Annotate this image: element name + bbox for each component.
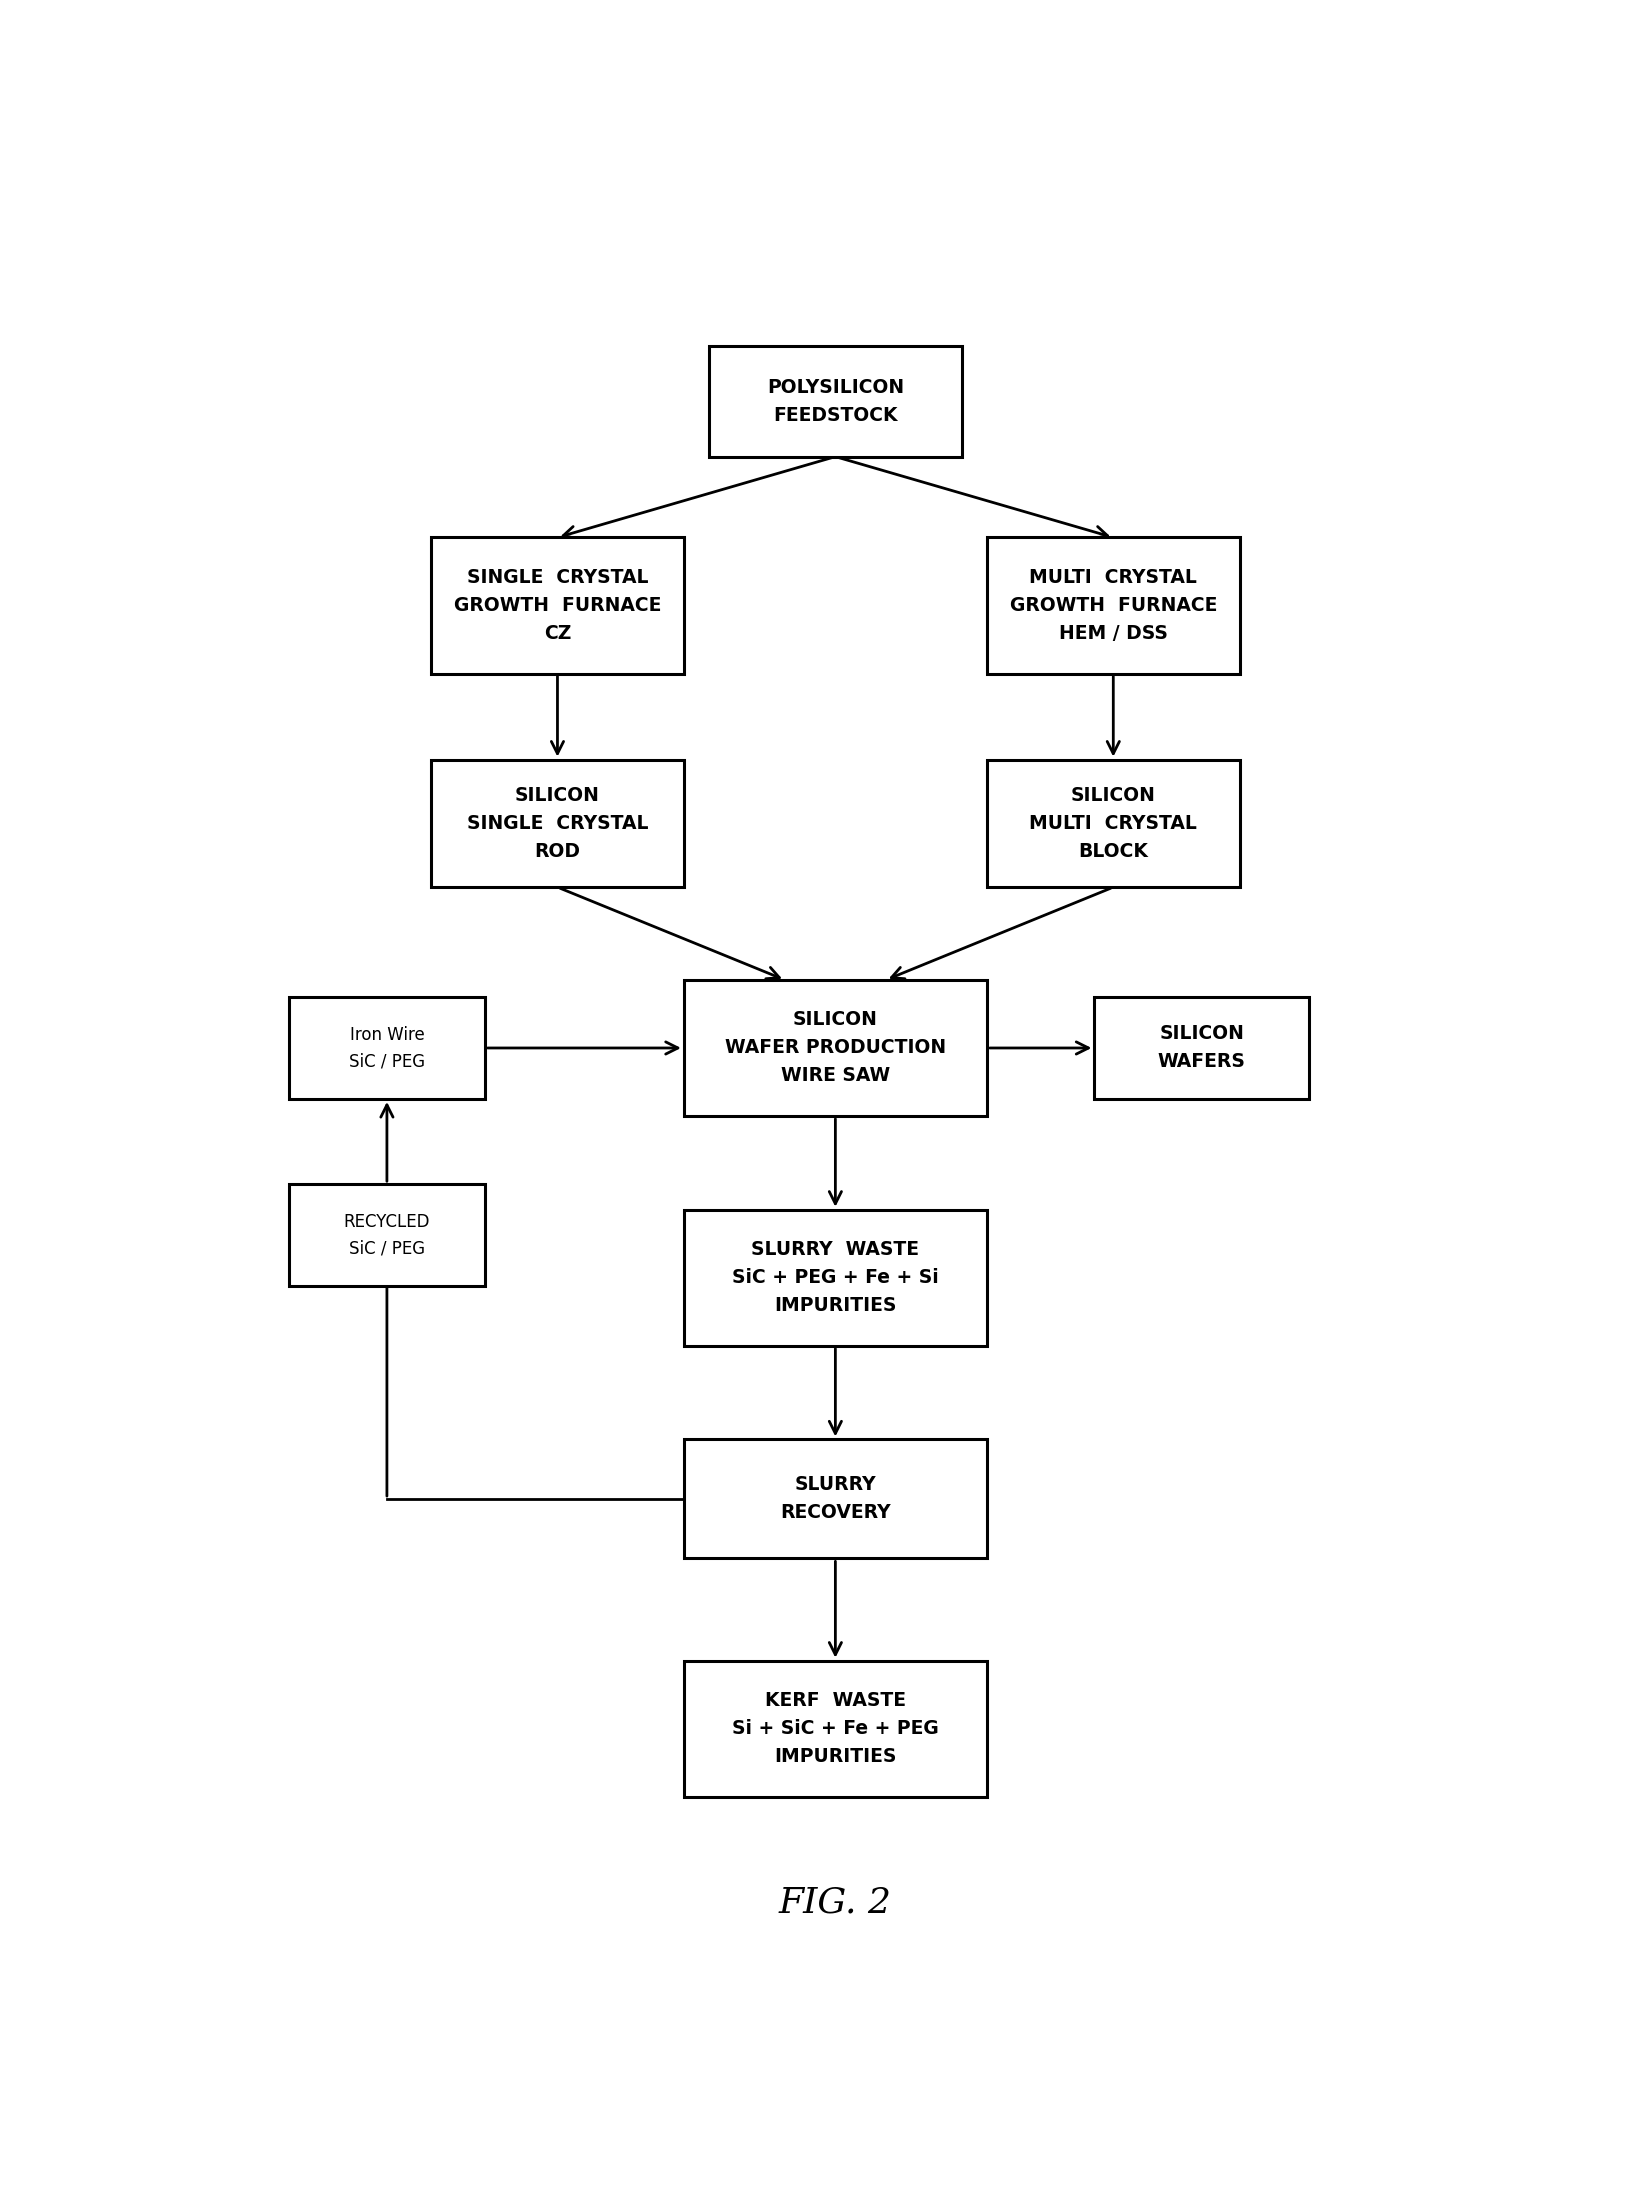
FancyBboxPatch shape [685, 1660, 988, 1797]
FancyBboxPatch shape [289, 997, 484, 1098]
Text: POLYSILICON
FEEDSTOCK: POLYSILICON FEEDSTOCK [766, 378, 905, 424]
FancyBboxPatch shape [685, 1439, 988, 1558]
Text: FIG. 2: FIG. 2 [779, 1885, 892, 1918]
FancyBboxPatch shape [709, 347, 962, 457]
FancyBboxPatch shape [289, 1185, 484, 1286]
FancyBboxPatch shape [988, 760, 1240, 886]
Text: Iron Wire
SiC / PEG: Iron Wire SiC / PEG [349, 1025, 425, 1070]
FancyBboxPatch shape [430, 537, 685, 674]
Text: SILICON
MULTI  CRYSTAL
BLOCK: SILICON MULTI CRYSTAL BLOCK [1030, 787, 1196, 862]
Text: RECYCLED
SiC / PEG: RECYCLED SiC / PEG [344, 1213, 430, 1257]
Text: SILICON
WAFER PRODUCTION
WIRE SAW: SILICON WAFER PRODUCTION WIRE SAW [725, 1010, 945, 1085]
FancyBboxPatch shape [685, 1209, 988, 1346]
Text: SLURRY
RECOVERY: SLURRY RECOVERY [781, 1476, 890, 1523]
FancyBboxPatch shape [685, 979, 988, 1116]
Text: KERF  WASTE
Si + SiC + Fe + PEG
IMPURITIES: KERF WASTE Si + SiC + Fe + PEG IMPURITIE… [732, 1691, 939, 1766]
Text: SINGLE  CRYSTAL
GROWTH  FURNACE
CZ: SINGLE CRYSTAL GROWTH FURNACE CZ [453, 568, 662, 643]
FancyBboxPatch shape [1094, 997, 1309, 1098]
Text: SLURRY  WASTE
SiC + PEG + Fe + Si
IMPURITIES: SLURRY WASTE SiC + PEG + Fe + Si IMPURIT… [732, 1240, 939, 1315]
FancyBboxPatch shape [988, 537, 1240, 674]
Text: SILICON
WAFERS: SILICON WAFERS [1157, 1025, 1245, 1072]
Text: MULTI  CRYSTAL
GROWTH  FURNACE
HEM / DSS: MULTI CRYSTAL GROWTH FURNACE HEM / DSS [1009, 568, 1218, 643]
Text: SILICON
SINGLE  CRYSTAL
ROD: SILICON SINGLE CRYSTAL ROD [466, 787, 649, 862]
FancyBboxPatch shape [430, 760, 685, 886]
